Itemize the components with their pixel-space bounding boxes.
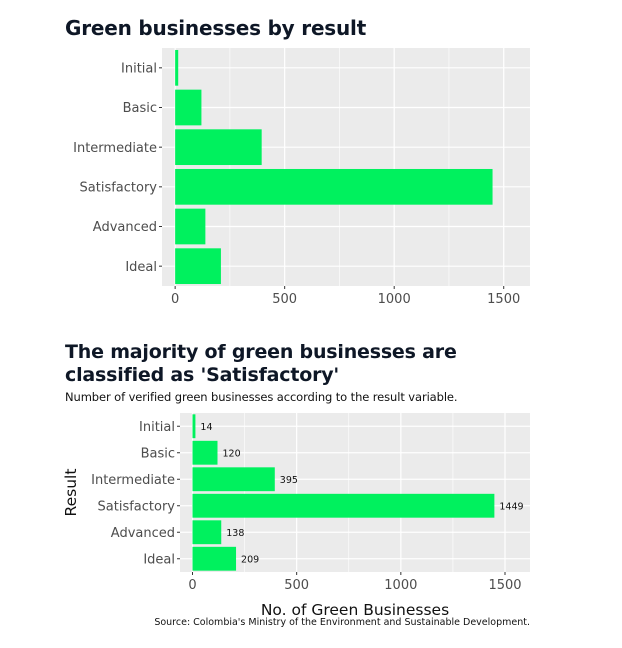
y-tick-label: Intermediate	[73, 141, 157, 156]
y-tick-label: Initial	[139, 420, 175, 435]
y-tick-label: Advanced	[111, 526, 175, 541]
y-tick-label: Satisfactory	[80, 181, 158, 196]
bar-advanced	[192, 520, 222, 545]
y-tick-label: Satisfactory	[98, 499, 176, 514]
y-tick-label: Intermediate	[91, 473, 175, 488]
x-tick-label: 1000	[384, 578, 417, 593]
source-note: Source: Colombia's Ministry of the Envir…	[154, 617, 530, 628]
x-tick-label: 500	[272, 292, 297, 307]
data-label: 209	[241, 554, 259, 565]
x-tick-label: 1500	[488, 578, 521, 593]
bar-intermediate	[192, 467, 275, 492]
plot-panel	[180, 413, 530, 572]
y-tick-label: Basic	[141, 446, 175, 461]
chart-title-1: Green businesses by result	[65, 16, 367, 40]
bar-chart-1: Initial Basic Intermediate Satisfactory Adva…	[73, 48, 530, 307]
x-tick-label: 0	[171, 292, 179, 307]
bar-initial	[175, 49, 179, 86]
data-label: 14	[200, 422, 212, 433]
bar-basic	[192, 440, 218, 465]
x-axis-title: No. of Green Businesses	[261, 601, 449, 619]
bar-satisfactory	[175, 168, 493, 205]
bar-ideal	[192, 546, 237, 571]
bar-intermediate	[175, 129, 262, 166]
data-label: 138	[226, 528, 244, 539]
plot-panel	[162, 48, 530, 286]
x-tick-label: 1000	[378, 292, 411, 307]
bar-initial	[192, 414, 196, 439]
data-label: 1449	[499, 501, 523, 512]
x-tick-label: 500	[284, 578, 309, 593]
bar-advanced	[175, 208, 206, 245]
y-tick-label: Basic	[123, 101, 157, 116]
y-tick-label: Initial	[121, 62, 157, 77]
y-tick-label: Advanced	[93, 220, 157, 235]
y-tick-label: Ideal	[125, 260, 157, 275]
bar-satisfactory	[192, 493, 495, 518]
chart-subtitle-2: Number of verified green businesses acco…	[65, 390, 458, 404]
chart-title-2: The majority of green businesses are cla…	[65, 341, 457, 386]
bar-basic	[175, 89, 202, 126]
y-axis-title: Result	[62, 469, 80, 517]
y-tick-label: Ideal	[143, 552, 175, 567]
bar-ideal	[175, 248, 221, 285]
x-tick-label: 1500	[487, 292, 520, 307]
x-tick-label: 0	[188, 578, 196, 593]
data-label: 120	[223, 448, 241, 459]
data-label: 395	[280, 475, 298, 486]
